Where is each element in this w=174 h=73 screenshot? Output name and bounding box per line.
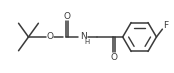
Text: O: O [110, 53, 117, 62]
Text: F: F [163, 21, 168, 30]
Text: O: O [64, 12, 71, 21]
Text: H: H [84, 39, 90, 45]
Text: N: N [80, 32, 86, 41]
Text: O: O [47, 32, 54, 41]
